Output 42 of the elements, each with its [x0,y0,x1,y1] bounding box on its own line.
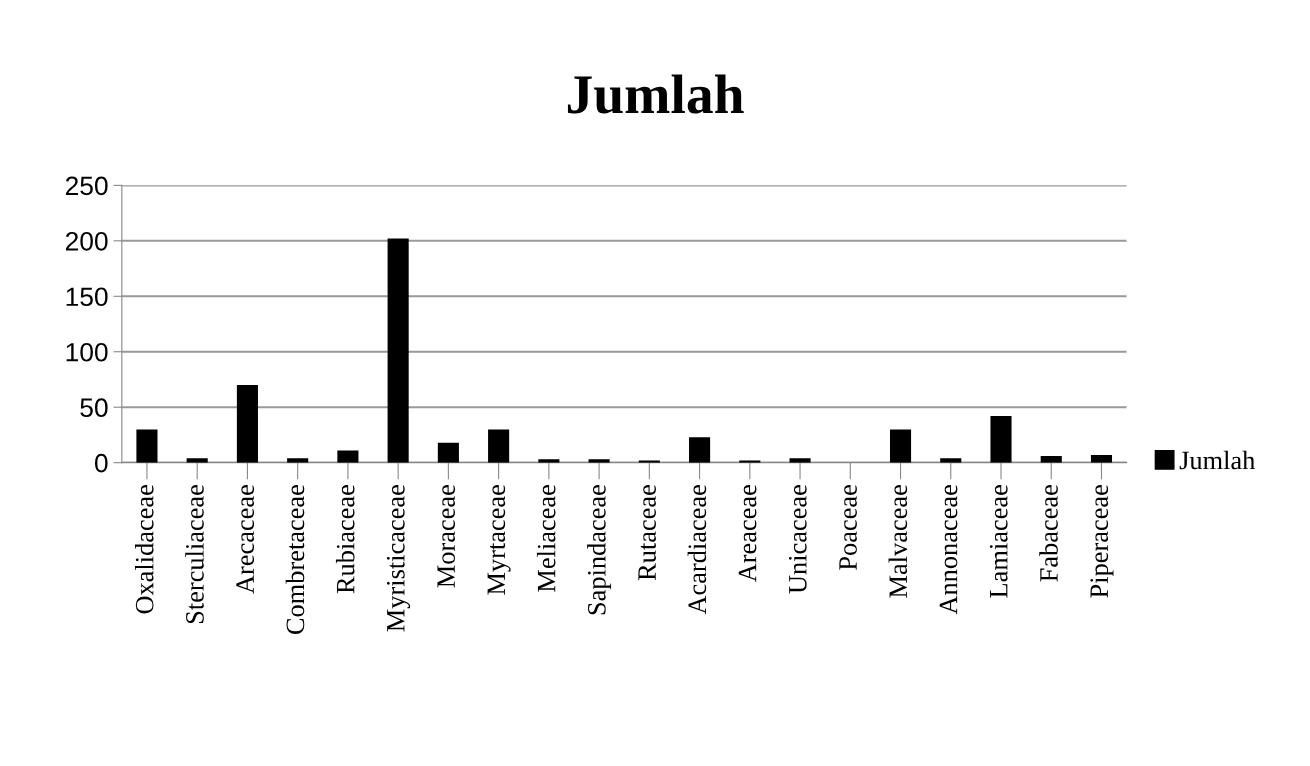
x-tick-label: Rubiaceae [335,485,355,594]
y-tick-label: 0 [94,453,108,473]
x-tick-label: Rutaceae [638,485,656,581]
x-tick-label: Acardiaceae [687,485,707,615]
y-tick-label: 200 [65,231,108,251]
x-tick-label: Areaceae [738,485,757,583]
bar [136,429,158,463]
x-tick-label: Malvaceae [888,485,908,598]
bar [236,385,258,463]
bar [789,458,811,463]
bar [1040,456,1062,463]
bar [588,459,610,463]
x-tick-label: Lamiaceae [989,485,1008,598]
x-tick-label: Fabaceae [1039,485,1058,582]
x-tick-label: Myristicaceae [386,485,411,632]
bar [337,450,359,463]
x-tick-label: Myrtaceae [487,485,511,595]
x-tick-label: Unicaceae [788,485,807,594]
y-tick-label: 50 [80,398,108,418]
chart-title: Jumlah [567,74,744,114]
x-tick-label: Piperaceae [1090,485,1114,598]
bar [387,238,409,463]
x-tick-label: Meliaceae [536,485,556,592]
y-tick-label: 100 [66,342,108,362]
x-tick-label: Combretaceae [285,485,305,635]
legend-label: Jumlah [1179,450,1256,470]
bar [990,416,1012,463]
y-tick-label: 250 [65,176,108,196]
x-tick-label: Oxalidaceae [134,485,154,614]
y-tick-label: 150 [66,287,108,307]
x-tick-label: Moraceae [437,485,455,588]
x-tick-label: Poaceae [839,485,857,570]
x-tick-label: Sapindaceae [587,485,612,615]
bar [689,437,711,463]
bar [437,442,459,463]
bar [889,429,912,463]
bar [488,429,510,463]
bar [538,459,560,463]
x-tick-label: Annonaceae [939,485,958,615]
x-tick-label: Arecaceae [236,485,255,594]
bar [1090,454,1113,463]
x-tick-label: Sterculiaceae [185,485,204,624]
